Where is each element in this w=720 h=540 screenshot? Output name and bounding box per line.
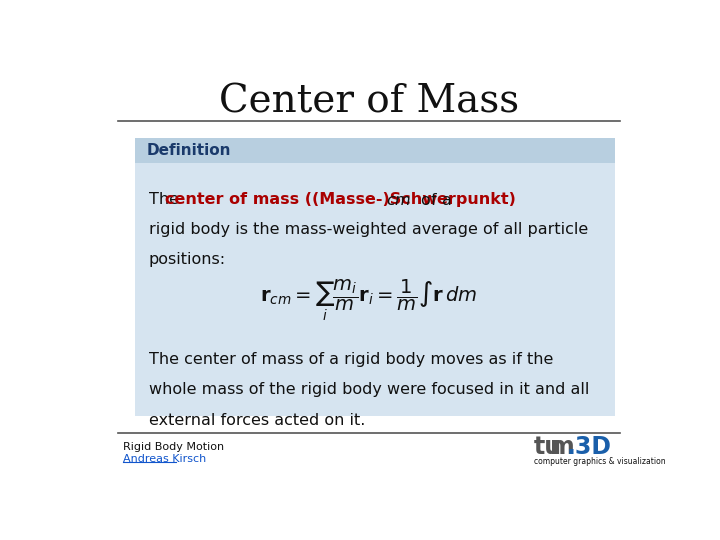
FancyBboxPatch shape (135, 138, 615, 163)
FancyBboxPatch shape (135, 138, 615, 416)
Text: $\mathbf{r}_{cm} = \sum_i \dfrac{m_i}{m} \mathbf{r}_i = \dfrac{1}{m} \int \mathb: $\mathbf{r}_{cm} = \sum_i \dfrac{m_i}{m}… (261, 278, 477, 323)
Text: tu: tu (534, 435, 562, 458)
Text: Definition: Definition (147, 143, 231, 158)
Text: rigid body is the mass-weighted average of all particle: rigid body is the mass-weighted average … (148, 222, 588, 237)
Text: The center of mass of a rigid body moves as if the: The center of mass of a rigid body moves… (148, 352, 553, 367)
Text: center of mass ((Masse-)Schwerpunkt): center of mass ((Masse-)Schwerpunkt) (166, 192, 516, 207)
Text: external forces acted on it.: external forces acted on it. (148, 413, 365, 428)
Text: Rigid Body Motion: Rigid Body Motion (124, 442, 225, 451)
Text: whole mass of the rigid body were focused in it and all: whole mass of the rigid body were focuse… (148, 382, 589, 397)
Text: m: m (550, 435, 575, 458)
Text: The: The (148, 192, 184, 207)
Text: .3D: .3D (567, 435, 612, 458)
Text: computer graphics & visualization: computer graphics & visualization (534, 457, 665, 467)
Text: positions:: positions: (148, 252, 225, 267)
Text: Andreas Kirsch: Andreas Kirsch (124, 454, 207, 464)
Text: Center of Mass: Center of Mass (219, 84, 519, 121)
Text: $cm$  of a: $cm$ of a (381, 192, 451, 207)
